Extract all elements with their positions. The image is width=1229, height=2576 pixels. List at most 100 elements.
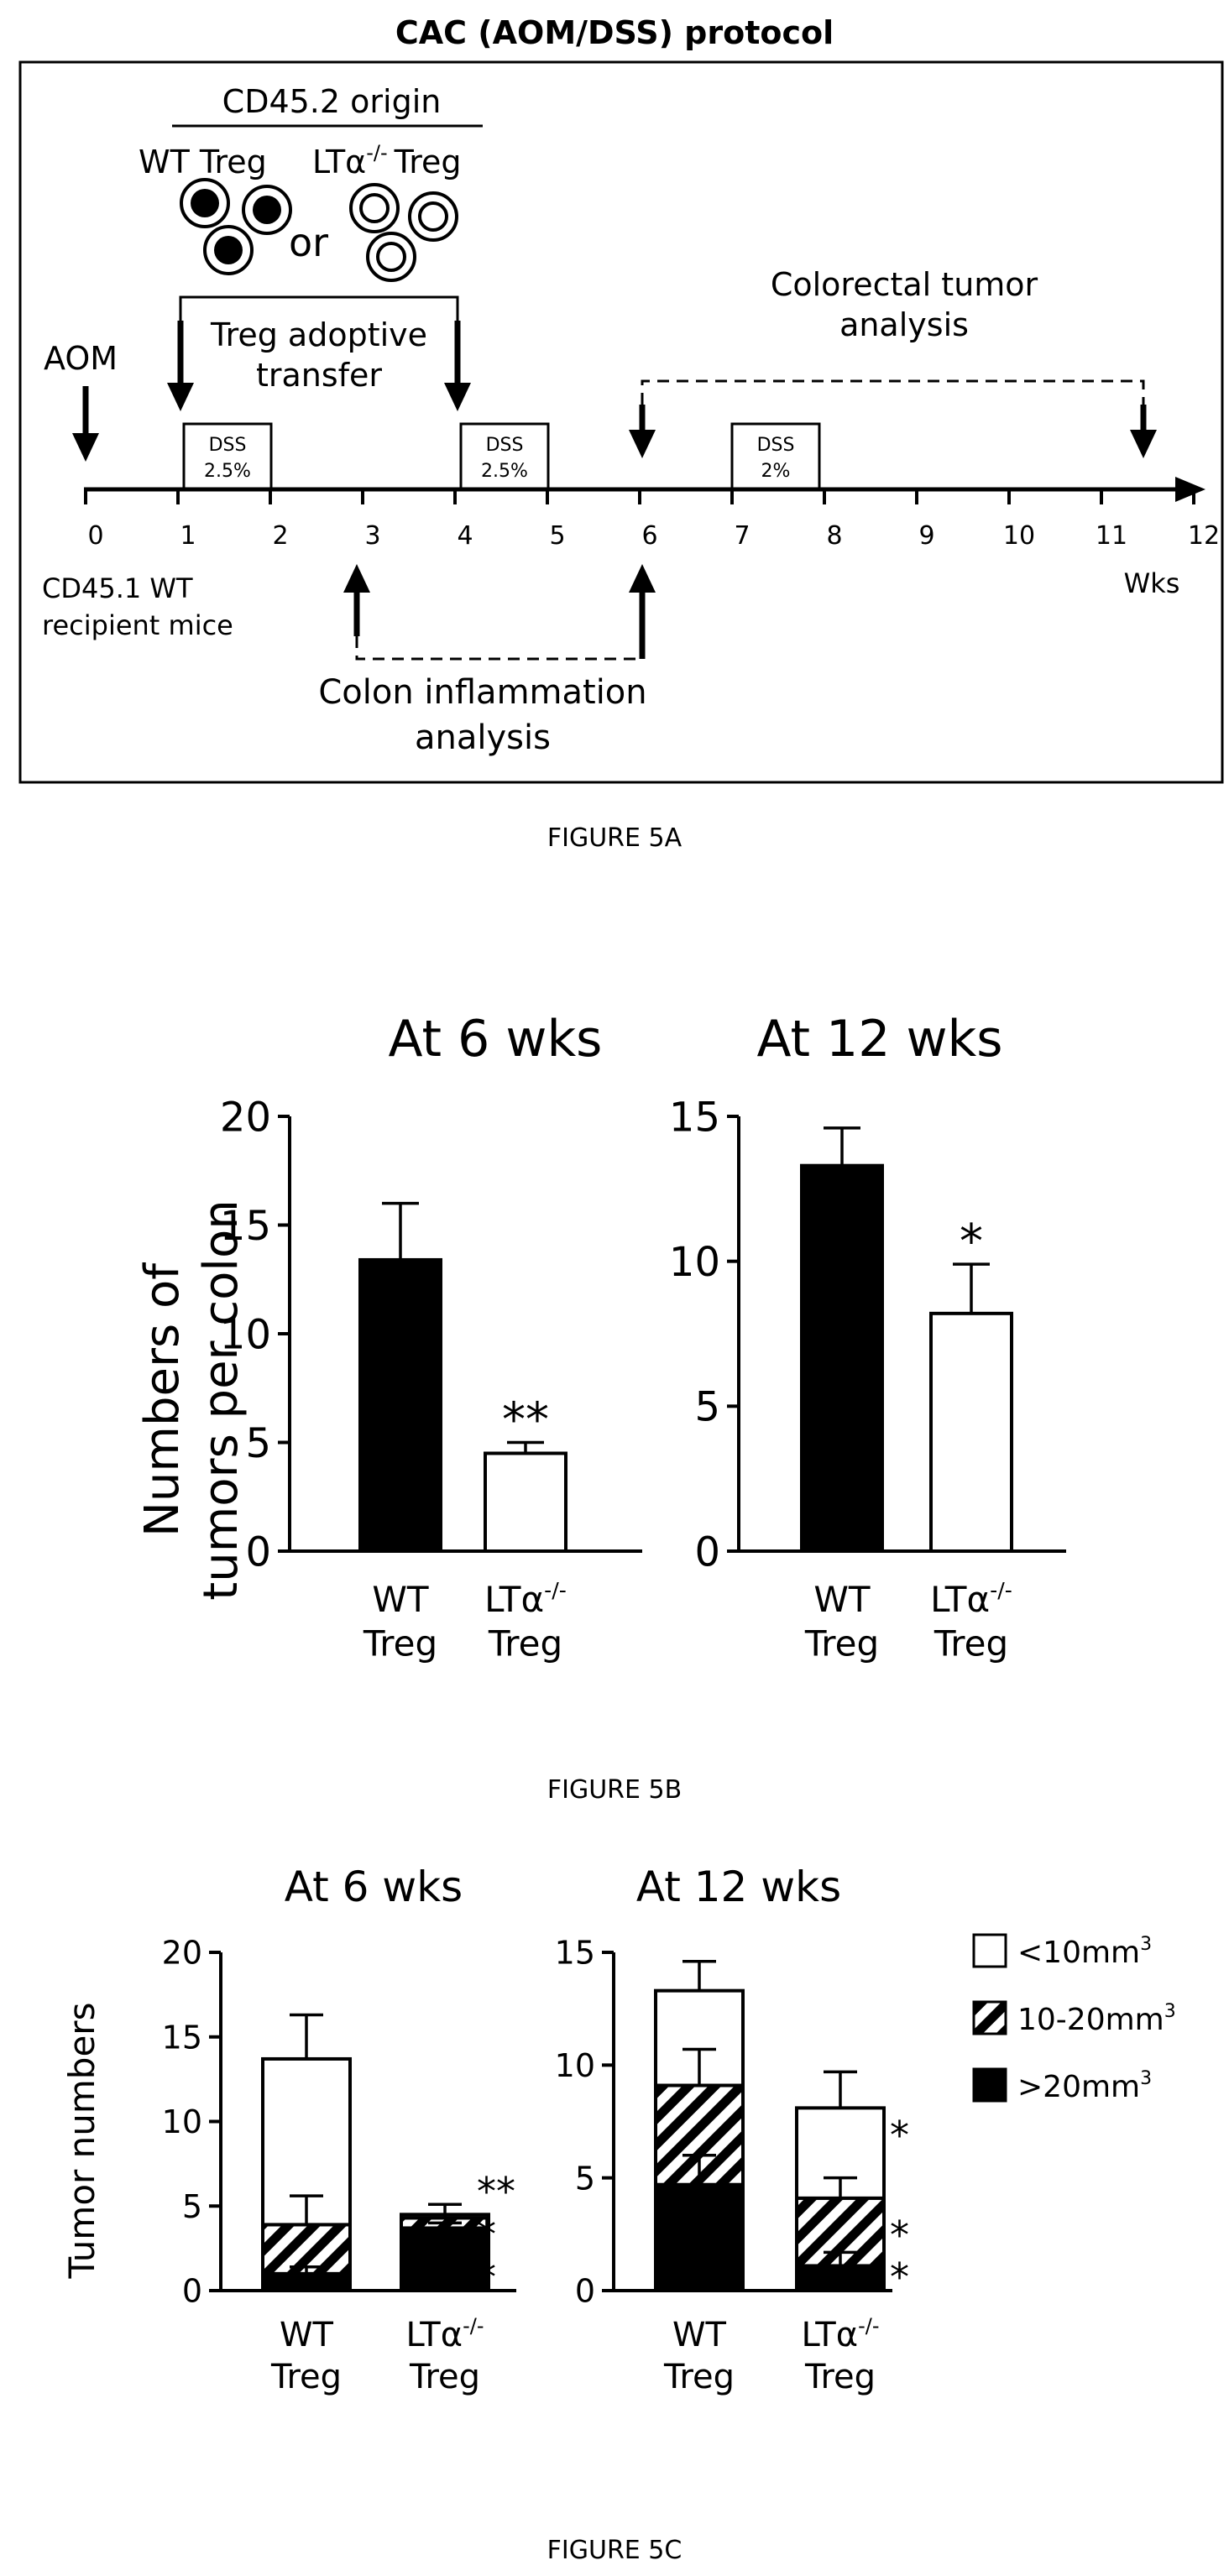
timeline-tick-label-7: 7 (734, 521, 750, 551)
y-tick-label-5: 5 (245, 1420, 271, 1467)
category-label-treg: Treg (804, 1623, 879, 1664)
transfer-label-line2: transfer (256, 357, 382, 394)
significance-1-0: * (890, 2255, 909, 2300)
segment-large-0 (654, 2182, 745, 2292)
fig5b-ylabel-line1: Numbers of (135, 1262, 190, 1537)
y-tick-label-0: 0 (245, 1528, 271, 1575)
significance-1-2: ** (477, 2169, 515, 2214)
or-label: or (289, 220, 328, 265)
category-label-lta: LTα-/- (930, 1578, 1012, 1620)
category-label-treg: Treg (934, 1623, 1008, 1664)
significance-1: ** (502, 1393, 549, 1448)
lta-treg-cells-icon (349, 183, 458, 282)
y-tick-label-0: 0 (575, 2273, 595, 2310)
svg-text:2.5%: 2.5% (481, 461, 528, 482)
y-tick-label-0: 0 (182, 2273, 202, 2310)
timeline-tick-label-8: 8 (826, 521, 842, 551)
fig5c-ylabel: Tumor numbers (61, 2003, 102, 2280)
tumor-analysis-label-line1: Colorectal tumor (771, 266, 1038, 303)
inflammation-arrow-2-icon (629, 564, 656, 659)
legend-label-medium: 10-20mm3 (1017, 2001, 1176, 2037)
chart-title: At 12 wks (756, 1010, 1002, 1069)
transfer-arrow-1-icon (167, 321, 194, 411)
timeline-tick-label-3: 3 (364, 521, 380, 551)
segment-large-1 (795, 2264, 886, 2293)
y-tick-label-15: 15 (555, 1935, 595, 1972)
bar-0 (800, 1163, 884, 1553)
timeline-arrowhead-icon (1175, 477, 1205, 502)
dss-box-1: DSS 2.5% (182, 422, 273, 490)
figure-5a: CAC (AOM/DSS) protocol CD45.2 origin WT … (18, 14, 1224, 853)
down-arrows (72, 321, 1157, 462)
significance-1-2: * (890, 2113, 909, 2158)
legend-swatch-large (972, 2067, 1007, 2103)
category-label-lta: LTα-/- (406, 2314, 484, 2354)
timeline-tick-label-2: 2 (272, 521, 288, 551)
y-tick-label-15: 15 (669, 1094, 720, 1141)
timeline-tick-label-11: 11 (1096, 521, 1127, 551)
timeline-tick-label-0: 0 (87, 521, 103, 551)
lta-treg-label: LTα-/- Treg (312, 141, 462, 180)
timeline-ticks: 0 1 2 3 4 5 6 7 8 9 10 11 12 (84, 489, 1220, 551)
figure-5c-caption: FIGURE 5C (547, 2536, 682, 2565)
tumor-analysis-label-line2: analysis (839, 306, 969, 343)
inflammation-bracket (355, 636, 642, 661)
category-label-wt: WT (672, 2316, 727, 2354)
fig5b-ylabel-line2: tumors per colon (194, 1199, 248, 1600)
svg-text:DSS: DSS (486, 435, 524, 456)
tumor-arrow-1-icon (629, 405, 656, 458)
category-label-treg: Treg (663, 2358, 735, 2396)
chart-title: At 6 wks (285, 1863, 463, 1911)
tumor-arrow-2-icon (1130, 405, 1157, 458)
svg-text:2.5%: 2.5% (204, 461, 251, 482)
svg-text:DSS: DSS (209, 435, 247, 456)
significance-1-1: * (477, 2212, 496, 2257)
wt-treg-label: WT Treg (139, 144, 267, 180)
inflammation-label-line1: Colon inflammation (318, 673, 646, 712)
category-label-lta: LTα-/- (802, 2314, 880, 2354)
svg-text:DSS: DSS (757, 435, 795, 456)
y-tick-label-5: 5 (182, 2188, 202, 2225)
legend-swatch-medium (972, 2000, 1007, 2035)
timeline-tick-label-6: 6 (641, 521, 657, 551)
inflammation-arrow-1-icon (343, 564, 370, 636)
fig5c-legend: <10mm3 10-20mm3 >20mm3 (972, 1933, 1176, 2104)
chart-title: At 12 wks (636, 1863, 841, 1911)
protocol-frame (18, 60, 1224, 784)
category-label-wt: WT (372, 1579, 429, 1620)
origin-label: CD45.2 origin (222, 83, 442, 120)
significance-1: * (960, 1215, 983, 1269)
category-label-treg: Treg (804, 2358, 876, 2396)
bar-1 (929, 1311, 1013, 1553)
y-tick-label-10: 10 (555, 2047, 595, 2084)
y-tick-label-0: 0 (694, 1528, 720, 1575)
transfer-arrow-2-icon (444, 321, 471, 411)
significance-1-0: * (477, 2255, 496, 2300)
legend-label-large: >20mm3 (1017, 2068, 1152, 2104)
figure-5a-caption: FIGURE 5A (547, 823, 682, 853)
segment-large-1 (400, 2226, 490, 2293)
y-tick-label-15: 15 (162, 2019, 202, 2056)
figure-5b: Numbers of tumors per colon At 6 wks 0 5 10… (135, 1010, 1066, 1805)
segment-large-0 (261, 2271, 352, 2293)
inflammation-label-line2: analysis (415, 718, 551, 757)
dss-box-2: DSS 2.5% (459, 422, 550, 490)
timeline-tick-label-10: 10 (1003, 521, 1035, 551)
timeline-tick-label-5: 5 (549, 521, 565, 551)
figure-5b-caption: FIGURE 5B (547, 1775, 682, 1805)
timeline-tick-label-4: 4 (457, 521, 473, 551)
svg-text:2%: 2% (761, 461, 791, 482)
y-tick-label-15: 15 (220, 1203, 271, 1250)
category-label-wt: WT (813, 1579, 871, 1620)
category-label-treg: Treg (488, 1623, 562, 1664)
legend-swatch-small (972, 1933, 1007, 1968)
y-tick-label-10: 10 (162, 2103, 202, 2140)
timeline-tick-label-1: 1 (180, 521, 196, 551)
y-tick-label-10: 10 (669, 1239, 720, 1286)
bar-1 (484, 1451, 567, 1553)
transfer-label-line1: Treg adoptive (210, 316, 427, 353)
